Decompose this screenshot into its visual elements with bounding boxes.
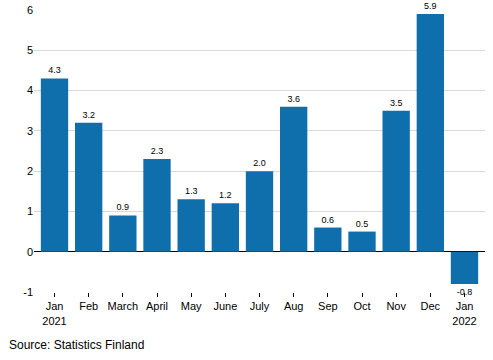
svg-text:2.0: 2.0	[253, 158, 266, 168]
svg-text:4: 4	[27, 84, 33, 96]
svg-text:2.3: 2.3	[151, 146, 164, 156]
svg-text:4.3: 4.3	[48, 65, 61, 75]
svg-text:3: 3	[27, 125, 33, 137]
svg-text:6: 6	[27, 4, 33, 16]
svg-text:March: March	[108, 300, 139, 312]
svg-text:5: 5	[27, 44, 33, 56]
svg-text:Oct: Oct	[353, 300, 370, 312]
svg-text:1: 1	[27, 205, 33, 217]
svg-text:0.5: 0.5	[356, 219, 369, 229]
svg-text:Feb: Feb	[79, 300, 98, 312]
svg-text:Sep: Sep	[318, 300, 338, 312]
svg-text:Nov: Nov	[386, 300, 406, 312]
svg-text:Jan2022: Jan2022	[452, 300, 476, 326]
svg-text:2: 2	[27, 165, 33, 177]
svg-text:1.3: 1.3	[185, 186, 198, 196]
svg-text:April: April	[146, 300, 168, 312]
svg-text:-0.8: -0.8	[457, 287, 473, 297]
svg-text:0: 0	[27, 246, 33, 258]
svg-text:Jan2021: Jan2021	[42, 300, 66, 326]
svg-text:0.6: 0.6	[322, 215, 335, 225]
svg-text:Source: Statistics Finland: Source: Statistics Finland	[9, 338, 144, 352]
svg-text:July: July	[250, 300, 270, 312]
svg-text:5.9: 5.9	[424, 1, 437, 11]
svg-text:3.5: 3.5	[390, 98, 403, 108]
svg-text:Dec: Dec	[421, 300, 441, 312]
svg-text:3.2: 3.2	[82, 110, 95, 120]
svg-text:3.6: 3.6	[287, 94, 300, 104]
svg-text:May: May	[181, 300, 202, 312]
svg-text:-1: -1	[23, 286, 33, 298]
svg-text:1.2: 1.2	[219, 190, 232, 200]
svg-text:June: June	[213, 300, 237, 312]
svg-text:0.9: 0.9	[117, 202, 130, 212]
svg-text:Aug: Aug	[284, 300, 304, 312]
